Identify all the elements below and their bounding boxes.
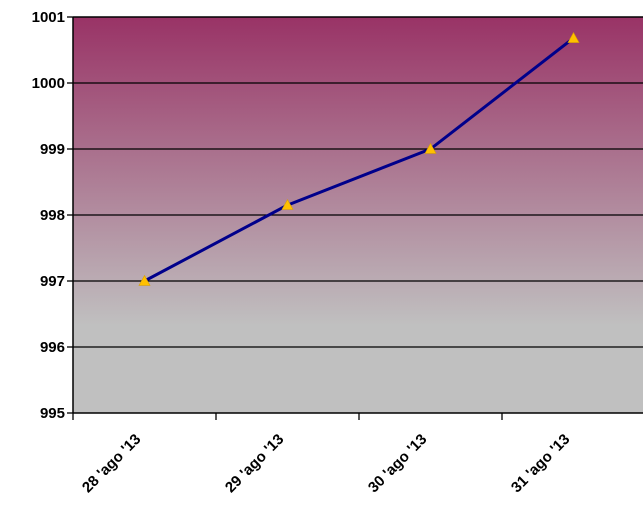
series-group (138, 32, 580, 286)
y-tick-label: 995 (40, 405, 65, 422)
data-point-triangle-icon (281, 198, 294, 210)
x-tick-label: 28 'ago '13 (79, 431, 144, 496)
gridlines (73, 16, 643, 348)
data-point-triangle-icon (567, 32, 580, 43)
y-tick-label: 996 (40, 339, 65, 356)
y-tick-label: 1001 (32, 9, 65, 26)
x-tick-label: 31 'ago '13 (508, 431, 573, 496)
x-tick-label: 29 'ago '13 (222, 431, 287, 496)
data-point-triangle-icon (424, 142, 437, 154)
y-tick-label: 997 (40, 273, 65, 290)
y-tick-label: 999 (40, 141, 65, 158)
data-point-triangle-icon (138, 274, 151, 286)
x-tick-label: 30 'ago '13 (365, 431, 430, 496)
series-line (143, 36, 575, 283)
y-tick-label: 998 (40, 207, 65, 224)
y-axis: 995 996 997 998 999 1000 1001 (32, 9, 74, 422)
x-axis: 28 'ago '13 29 'ago '13 30 'ago '13 31 'ago… (72, 412, 643, 496)
y-tick-label: 1000 (32, 75, 65, 92)
